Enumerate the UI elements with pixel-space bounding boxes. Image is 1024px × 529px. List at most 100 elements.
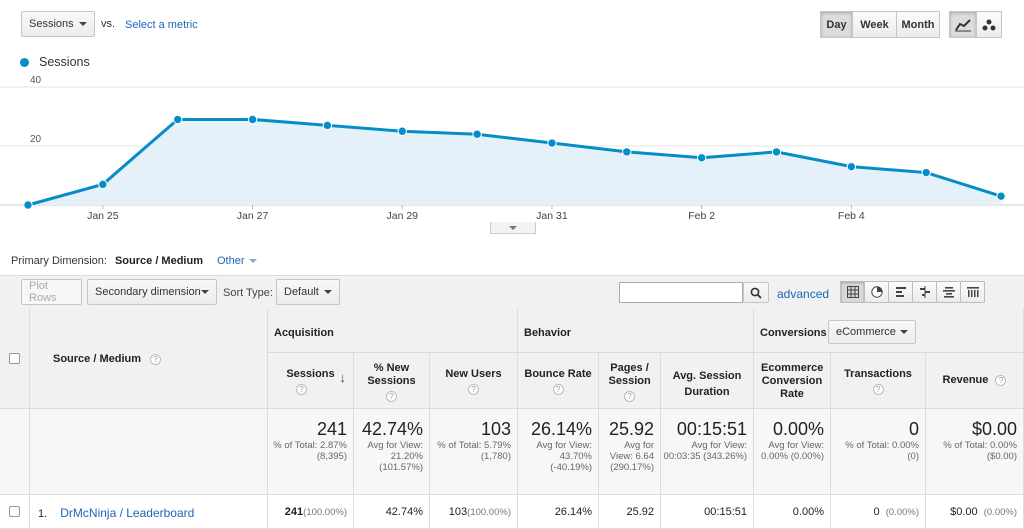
help-icon[interactable]: ? (386, 391, 397, 402)
total-avg-session-duration-value: 00:15:51 (676, 419, 747, 439)
data-point (547, 138, 557, 148)
total-pages-session-value: 25.92 (608, 419, 654, 439)
sessions-header[interactable]: Sessions ↓ ? (268, 353, 354, 409)
help-icon[interactable]: ? (150, 354, 162, 365)
help-icon[interactable]: ? (296, 384, 307, 395)
performance-icon[interactable] (888, 281, 913, 303)
select-all-cell (0, 309, 30, 409)
total-pages-session: 25.92 Avg for View: 6.64 (290.17%) (599, 409, 661, 495)
secondary-dimension-select[interactable]: Secondary dimension (87, 279, 217, 305)
chevron-down-icon (79, 22, 87, 26)
line-chart-icon[interactable] (949, 11, 977, 38)
avg-session-duration-header-label: Avg. Session Duration (672, 370, 742, 398)
new-users-header[interactable]: New Users ? (430, 353, 518, 409)
collapse-chart-tab[interactable] (490, 222, 536, 234)
period-toggle: Day Week Month (820, 11, 940, 38)
motion-chart-icon[interactable] (976, 11, 1002, 38)
help-icon[interactable]: ? (552, 384, 564, 395)
term-cloud-icon[interactable] (936, 281, 961, 303)
conversion-type-select[interactable]: eCommerce (828, 320, 916, 344)
transactions-header[interactable]: Transactions ? (831, 353, 926, 409)
help-icon[interactable]: ? (468, 384, 479, 395)
row-transactions-pct: (0.00%) (885, 507, 919, 518)
bounce-rate-header-label: Bounce Rate (524, 368, 592, 380)
new-users-header-label: New Users (445, 368, 502, 380)
table-view-toggle (840, 281, 985, 303)
transactions-header-label: Transactions (844, 368, 912, 380)
plot-rows-button[interactable]: Plot Rows (21, 279, 82, 305)
x-tick-label: Jan 29 (386, 210, 418, 222)
other-dimension-link[interactable]: Other (217, 255, 257, 267)
pages-session-header[interactable]: Pages / Session ? (599, 353, 661, 409)
month-button[interactable]: Month (896, 11, 940, 38)
total-new-sessions-value: 42.74% (361, 419, 423, 439)
x-tick-label: Feb 4 (838, 210, 865, 222)
row-new-sessions: 42.74% (354, 495, 430, 529)
day-button[interactable]: Day (820, 11, 853, 38)
pivot-icon[interactable] (960, 281, 985, 303)
chart-view-toggle (949, 11, 1002, 38)
data-point (397, 126, 407, 136)
ecommerce-conversion-rate-header[interactable]: Ecommerce Conversion Rate (754, 353, 831, 409)
total-ecommerce-conversion-rate-sub: Avg for View: 0.00% (0.00%) (761, 440, 824, 462)
primary-dimension-current[interactable]: Source / Medium (114, 255, 203, 267)
totals-row-label-cell (30, 409, 268, 495)
data-point (996, 191, 1006, 201)
data-table-icon[interactable] (840, 281, 865, 303)
total-ecommerce-conversion-rate: 0.00% Avg for View: 0.00% (0.00%) (754, 409, 831, 495)
row-revenue-value: $0.00 (950, 506, 978, 518)
row-revenue-pct: (0.00%) (983, 507, 1017, 518)
select-metric-link[interactable]: Select a metric (125, 19, 198, 31)
data-point (98, 179, 108, 190)
total-ecommerce-conversion-rate-value: 0.00% (772, 419, 824, 439)
chart-legend: Sessions (20, 55, 90, 69)
legend-label: Sessions (39, 55, 90, 69)
total-bounce-rate: 26.14% Avg for View: 43.70% (-40.19%) (518, 409, 599, 495)
total-new-users: 103 % of Total: 5.79% (1,780) (430, 409, 518, 495)
search-icon (750, 287, 762, 299)
dimension-header-label: Source / Medium (53, 353, 142, 365)
help-icon[interactable]: ? (995, 375, 1007, 386)
series-dot (20, 57, 29, 67)
avg-session-duration-header[interactable]: Avg. Session Duration (661, 353, 754, 409)
row-new-users-value: 103 (448, 506, 468, 518)
sort-type-select[interactable]: Default (276, 279, 340, 305)
advanced-filter-link[interactable]: advanced (777, 287, 830, 301)
comparison-icon[interactable] (912, 281, 937, 303)
x-tick-label: Jan 31 (536, 210, 568, 222)
table-row: 1. DrMcNinja / Leaderboard (30, 495, 268, 529)
total-sessions-sub: % of Total: 2.87% (8,395) (273, 440, 347, 462)
data-point (771, 147, 782, 157)
search-button[interactable] (743, 282, 769, 303)
source-medium-link[interactable]: DrMcNinja / Leaderboard (60, 506, 195, 520)
pie-chart-icon[interactable] (864, 281, 889, 303)
help-icon[interactable]: ? (624, 391, 635, 402)
row-sessions: 241(100.00%) (268, 495, 354, 529)
metric-select[interactable]: Sessions (21, 11, 95, 37)
total-bounce-rate-sub: Avg for View: 43.70% (-40.19%) (536, 440, 592, 473)
dimension-header[interactable]: Source / Medium ? (30, 309, 268, 409)
row-pages-session: 25.92 (599, 495, 661, 529)
total-transactions-value: 0 (908, 419, 919, 439)
total-revenue: $0.00 % of Total: 0.00% ($0.00) (926, 409, 1024, 495)
row-revenue: $0.00 (0.00%) (926, 495, 1024, 529)
table-search-input[interactable] (619, 282, 743, 303)
revenue-header[interactable]: Revenue ? (926, 353, 1024, 409)
data-point (322, 120, 333, 131)
new-sessions-header[interactable]: % New Sessions ? (354, 353, 430, 409)
total-pages-session-sub: Avg for View: 6.64 (290.17%) (609, 440, 654, 473)
total-avg-session-duration: 00:15:51 Avg for View: 00:03:35 (343.26%… (661, 409, 754, 495)
week-button[interactable]: Week (852, 11, 897, 38)
help-icon[interactable]: ? (872, 384, 884, 395)
row-index: 1. (38, 508, 48, 520)
data-point (472, 129, 482, 139)
sort-type-label: Sort Type: (223, 287, 273, 299)
row-checkbox[interactable] (9, 506, 20, 517)
data-point (622, 147, 632, 157)
row-bounce-rate: 26.14% (518, 495, 599, 529)
row-ecommerce-conversion-rate: 0.00% (754, 495, 831, 529)
conversions-group-label: Conversions (760, 327, 827, 339)
bounce-rate-header[interactable]: Bounce Rate ? (518, 353, 599, 409)
data-point (846, 161, 857, 172)
select-all-checkbox[interactable] (9, 353, 20, 364)
